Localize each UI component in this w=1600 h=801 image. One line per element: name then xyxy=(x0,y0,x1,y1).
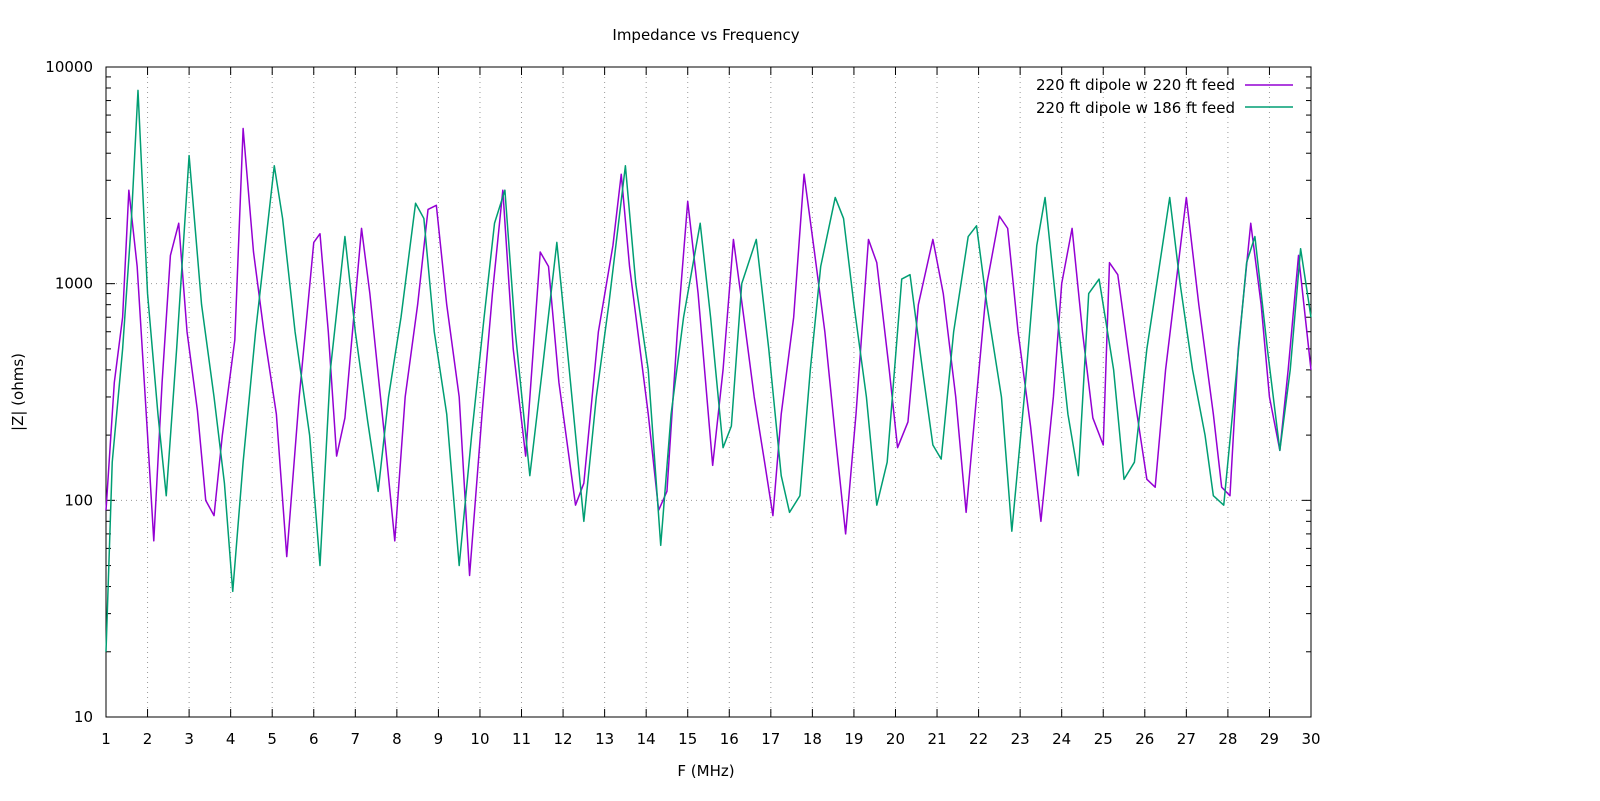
axis-ticks xyxy=(105,66,1312,718)
x-tick-labels: 1 2 3 4 5 6 7 8 9 10 11 12 13 14 15 16 17 18 19 20 21 22 23 24 2… xyxy=(101,730,1320,748)
x-tick-label: 26 xyxy=(1135,730,1154,748)
x-tick-label: 25 xyxy=(1094,730,1113,748)
y-tick-label: 10 xyxy=(74,708,93,726)
x-tick-label: 30 xyxy=(1301,730,1320,748)
x-tick-label: 27 xyxy=(1177,730,1196,748)
x-tick-label: 17 xyxy=(761,730,780,748)
x-tick-label: 8 xyxy=(392,730,402,748)
y-tick-label: 100 xyxy=(64,491,93,509)
y-tick-labels: 10 100 1000 10000 xyxy=(45,58,93,726)
series-line-1 xyxy=(105,127,1312,577)
x-tick-label: 4 xyxy=(226,730,236,748)
x-tick-label: 13 xyxy=(595,730,614,748)
legend: 220 ft dipole w 220 ft feed 220 ft dipol… xyxy=(1036,76,1293,117)
x-tick-label: 14 xyxy=(637,730,656,748)
x-tick-label: 11 xyxy=(512,730,531,748)
plot-area-border xyxy=(105,66,1312,718)
series-line-2 xyxy=(105,89,1312,652)
x-tick-label: 5 xyxy=(267,730,277,748)
x-tick-label: 18 xyxy=(803,730,822,748)
x-tick-label: 3 xyxy=(184,730,194,748)
y-axis-label: |Z| (ohms) xyxy=(9,353,27,431)
series-layer xyxy=(105,89,1312,652)
x-tick-label: 12 xyxy=(554,730,573,748)
x-tick-label: 1 xyxy=(101,730,111,748)
legend-label-series-1: 220 ft dipole w 220 ft feed xyxy=(1036,76,1235,94)
x-tick-label: 9 xyxy=(434,730,444,748)
x-tick-label: 2 xyxy=(143,730,153,748)
grid-lines xyxy=(106,67,1311,717)
x-tick-label: 21 xyxy=(927,730,946,748)
x-tick-label: 15 xyxy=(678,730,697,748)
x-tick-label: 24 xyxy=(1052,730,1071,748)
x-tick-label: 29 xyxy=(1260,730,1279,748)
y-tick-label: 1000 xyxy=(55,275,93,293)
x-tick-label: 22 xyxy=(969,730,988,748)
y-tick-label: 10000 xyxy=(45,58,93,76)
x-tick-label: 6 xyxy=(309,730,319,748)
x-tick-label: 19 xyxy=(844,730,863,748)
x-tick-label: 10 xyxy=(470,730,489,748)
x-axis-label: F (MHz) xyxy=(677,762,734,780)
legend-label-series-2: 220 ft dipole w 186 ft feed xyxy=(1036,99,1235,117)
chart-title: Impedance vs Frequency xyxy=(612,26,799,44)
x-tick-label: 23 xyxy=(1011,730,1030,748)
x-tick-label: 20 xyxy=(886,730,905,748)
x-tick-label: 28 xyxy=(1218,730,1237,748)
x-tick-label: 7 xyxy=(351,730,361,748)
x-tick-label: 16 xyxy=(720,730,739,748)
